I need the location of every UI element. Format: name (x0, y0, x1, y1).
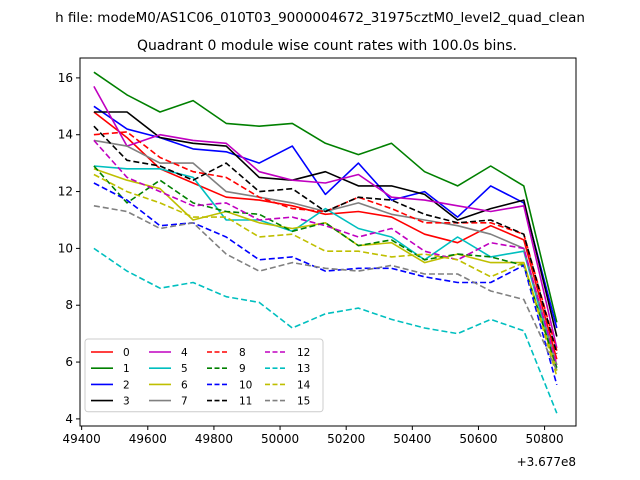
x-tick-label-49800: 49800 (195, 432, 233, 446)
series-line-4 (93, 86, 558, 349)
y-tick-label-16: 16 (58, 71, 73, 85)
legend-label-6: 6 (181, 379, 188, 391)
x-tick-label-50800: 50800 (525, 432, 563, 446)
chart-title: Quadrant 0 module wise count rates with … (137, 38, 517, 54)
y-tick-label-6: 6 (65, 355, 73, 369)
series-line-6 (93, 168, 558, 371)
y-tick-label-12: 12 (58, 185, 73, 199)
legend-label-9: 9 (239, 363, 246, 375)
legend-label-0: 0 (123, 347, 130, 359)
legend-label-14: 14 (297, 379, 311, 391)
y-tick-label-14: 14 (58, 128, 73, 142)
legend-label-2: 2 (123, 379, 130, 391)
y-axis: 4 6 8 10 12 14 16 (58, 71, 80, 426)
x-tick-label-50600: 50600 (459, 432, 497, 446)
series-line-2 (93, 105, 558, 329)
series-line-14 (93, 173, 558, 377)
x-offset-label: +3.677e8 (517, 455, 576, 469)
x-tick-label-50400: 50400 (393, 432, 431, 446)
legend-frame (84, 338, 324, 413)
legend-label-5: 5 (181, 363, 188, 375)
legend-label-8: 8 (239, 347, 246, 359)
y-tick-label-10: 10 (58, 241, 73, 255)
series-line-15 (93, 205, 558, 371)
plot-frame (79, 57, 577, 427)
series-line-13 (93, 247, 558, 414)
x-tick-label-50000: 50000 (261, 432, 299, 446)
series-line-9 (93, 165, 558, 368)
legend-label-12: 12 (297, 347, 310, 359)
chart-suptitle: h file: modeM0/AS1C06_010T03_9000004672_… (55, 10, 585, 26)
series-line-11 (93, 125, 558, 354)
series-line-8 (93, 131, 558, 351)
series-line-10 (93, 182, 558, 386)
legend-label-7: 7 (181, 396, 188, 408)
series-line-5 (93, 165, 558, 371)
series-line-12 (93, 139, 558, 366)
legend-label-1: 1 (123, 363, 130, 375)
series-line-3 (93, 111, 558, 337)
legend-label-3: 3 (123, 396, 130, 408)
x-tick-label-50200: 50200 (327, 432, 365, 446)
legend-label-11: 11 (239, 396, 252, 408)
legend-label-10: 10 (239, 379, 252, 391)
x-axis: 49400 49600 49800 50000 50200 50400 50600 50800 (63, 426, 564, 446)
x-tick-label-49400: 49400 (63, 432, 101, 446)
y-tick-label-8: 8 (65, 298, 73, 312)
series-line-1 (93, 71, 558, 323)
legend-label-13: 13 (297, 363, 310, 375)
legend-label-15: 15 (297, 396, 310, 408)
series-layer (93, 71, 558, 414)
y-tick-label-4: 4 (65, 412, 73, 426)
x-tick-label-49600: 49600 (129, 432, 167, 446)
legend-label-4: 4 (181, 347, 188, 359)
